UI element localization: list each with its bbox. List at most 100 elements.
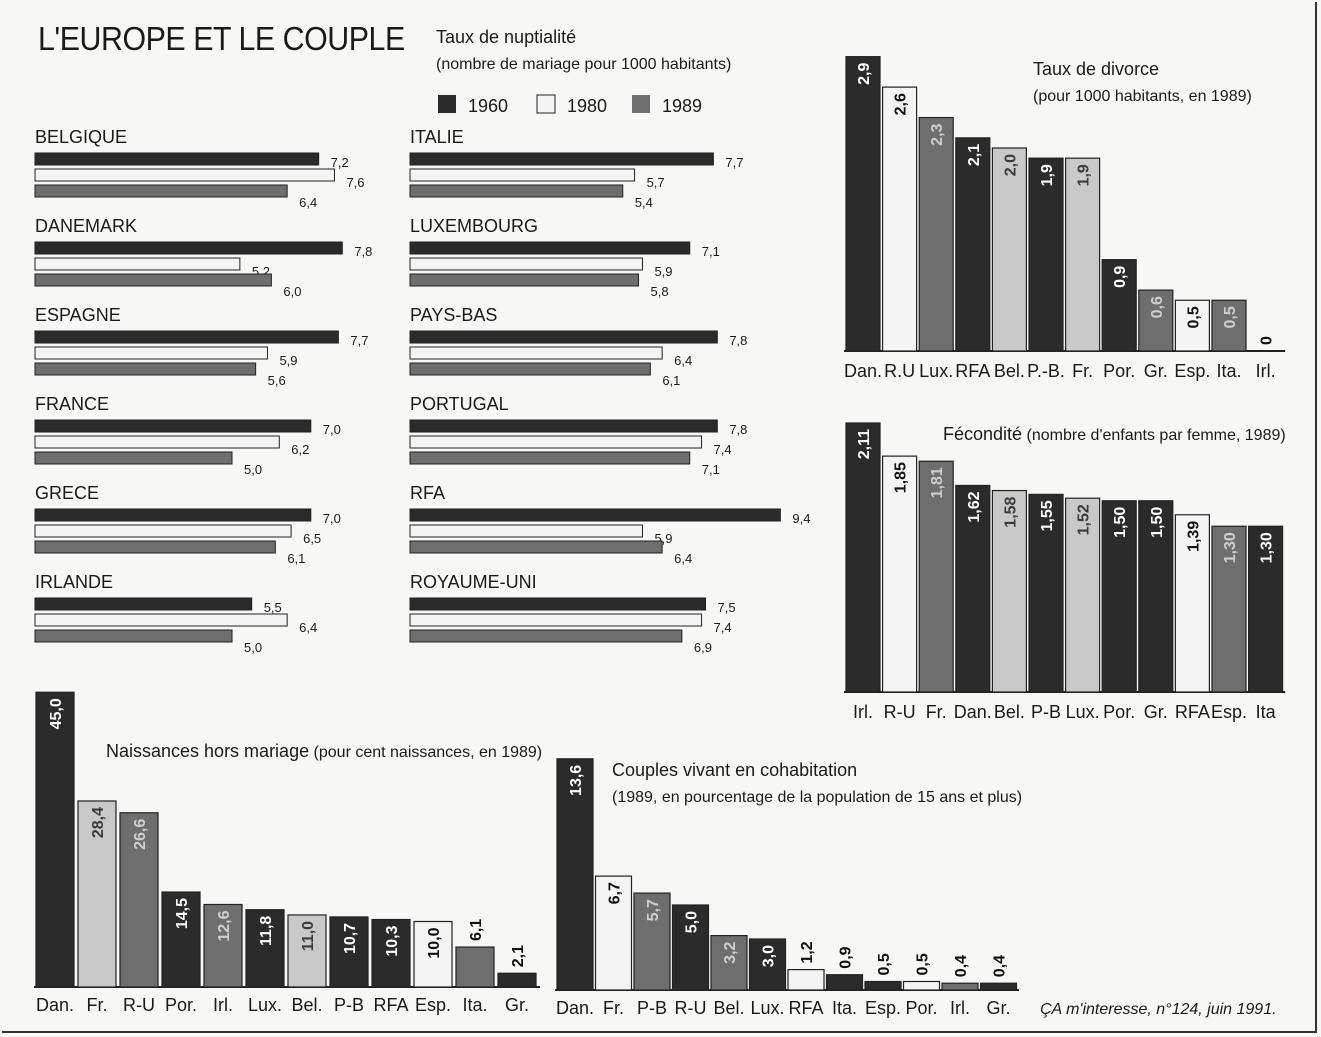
divorce-category-label-5: P.-B.: [1027, 361, 1065, 381]
divorce-value-label-7: 0,9: [1112, 266, 1129, 288]
hors-mariage-category-label-1: Fr.: [87, 995, 108, 1015]
bar-rfa-1989: [409, 540, 663, 554]
divorce-value-label-10: 0,5: [1222, 306, 1239, 328]
cohabitation-bar-4: [710, 934, 748, 991]
divorce-value-label-4: 2,0: [1002, 154, 1019, 176]
legend-label-1989: 1989: [662, 96, 702, 116]
value-label-espagne-1989: 5,6: [268, 373, 286, 388]
fecondite-bar-11: [1247, 525, 1284, 693]
hors-mariage-bar-5: [245, 909, 285, 988]
divorce-value-label-2: 2,3: [929, 123, 946, 145]
fecondite-bar-8: [1138, 500, 1174, 693]
value-label-pays-bas-1980: 6,4: [674, 353, 692, 368]
fecondite-bar-6: [1064, 497, 1101, 693]
divorce-category-label-11: Irl.: [1256, 361, 1276, 381]
value-label-grece-1989: 6,1: [287, 551, 305, 566]
fecondite-category-label-3: Dan.: [954, 702, 992, 722]
cohabitation-value-label-3: 5,0: [684, 911, 701, 933]
hors-mariage-value-label-1: 28,4: [90, 807, 107, 838]
fecondite-value-label-9: 1,39: [1185, 521, 1202, 552]
fecondite-value-label-8: 1,50: [1149, 507, 1166, 538]
hors-mariage-category-label-4: Irl.: [213, 995, 233, 1015]
bar-pays-bas-1980: [409, 346, 663, 360]
legend-label-1980: 1980: [567, 96, 607, 116]
divorce-bar-0: [845, 56, 881, 352]
country-label-belgique: BELGIQUE: [35, 127, 127, 147]
country-label-rfa: RFA: [410, 483, 445, 503]
cohabitation-category-label-1: Fr.: [603, 998, 624, 1018]
cohabitation-value-label-4: 3,2: [722, 942, 739, 964]
value-label-pays-bas-1960: 7,8: [729, 333, 747, 348]
fecondite-category-label-1: R-U: [884, 702, 916, 722]
divorce-value-label-9: 0,5: [1185, 306, 1202, 328]
fecondite-value-label-1: 1,85: [893, 462, 910, 493]
value-label-irlande-1960: 5,5: [264, 600, 282, 615]
cohabitation-category-label-7: Ita.: [832, 998, 857, 1018]
divorce-bar-8: [1138, 289, 1174, 352]
cohabitation-title: Couples vivant en cohabitation: [612, 760, 857, 780]
bar-danemark-1960: [34, 241, 343, 255]
country-label-france: FRANCE: [35, 394, 109, 414]
bar-royaume-uni-1960: [409, 597, 706, 611]
nuptialite-chart: Taux de nuptialité (nombre de mariage po…: [34, 27, 810, 655]
cohabitation-bar-1: [594, 875, 633, 991]
bar-irlande-1960: [34, 597, 253, 611]
cohabitation-value-label-5: 3,0: [761, 945, 778, 967]
fecondite-category-label-8: Gr.: [1144, 702, 1168, 722]
legend-swatch-1989: [632, 95, 650, 113]
cohabitation-category-label-2: P-B: [637, 998, 667, 1018]
value-label-france-1960: 7,0: [323, 422, 341, 437]
fecondite-category-label-7: Por.: [1103, 702, 1135, 722]
bar-danemark-1989: [34, 273, 272, 287]
fecondite-category-label-11: Ita: [1256, 702, 1277, 722]
cohabitation-bar-10: [941, 982, 979, 991]
divorce-bar-2: [918, 116, 954, 352]
fecondite-bar-0: [845, 422, 881, 693]
divorce-category-label-1: R.U: [884, 361, 915, 381]
hors-mariage-category-label-8: RFA: [373, 995, 408, 1015]
cohabitation-category-label-0: Dan.: [556, 998, 594, 1018]
fecondite-category-label-2: Fr.: [926, 702, 947, 722]
value-label-italie-1980: 5,7: [647, 175, 665, 190]
hors-mariage-category-label-3: Por.: [165, 995, 197, 1015]
country-label-espagne: ESPAGNE: [35, 305, 121, 325]
cohabitation-value-label-8: 0,5: [876, 953, 893, 975]
country-label-luxembourg: LUXEMBOURG: [410, 216, 538, 236]
cohabitation-value-label-2: 5,7: [645, 899, 662, 921]
legend-label-1960: 1960: [468, 96, 508, 116]
bar-italie-1989: [409, 184, 624, 198]
value-label-portugal-1989: 7,1: [702, 462, 720, 477]
cohabitation-category-label-9: Por.: [905, 998, 937, 1018]
fecondite-bar-10: [1211, 525, 1247, 693]
hors-mariage-value-label-11: 2,1: [510, 945, 527, 967]
cohabitation-bar-2: [633, 892, 671, 991]
hors-mariage-bar-2: [119, 812, 159, 988]
cohabitation-category-label-6: RFA: [788, 998, 823, 1018]
hors-mariage-category-label-2: R-U: [123, 995, 155, 1015]
hors-mariage-category-label-7: P-B: [334, 995, 364, 1015]
bar-royaume-uni-1989: [409, 629, 683, 643]
hors-mariage-category-label-10: Ita.: [462, 995, 487, 1015]
value-label-espagne-1960: 7,7: [350, 333, 368, 348]
page-title: L'EUROPE ET LE COUPLE: [38, 20, 405, 57]
bar-luxembourg-1980: [409, 257, 643, 271]
hors-mariage-chart: Naissances hors mariage (pour cent naiss…: [34, 691, 543, 1015]
hors-mariage-subtitle: (pour cent naissances, en 1989): [314, 744, 543, 761]
legend-swatch-1960: [438, 95, 456, 113]
hors-mariage-bar-3: [161, 891, 201, 988]
fecondite-value-label-4: 1,58: [1002, 496, 1019, 527]
value-label-luxembourg-1980: 5,9: [654, 264, 672, 279]
divorce-bar-9: [1174, 299, 1211, 352]
hors-mariage-category-label-11: Gr.: [505, 995, 529, 1015]
divorce-bar-10: [1211, 299, 1247, 352]
cohabitation-bar-8: [864, 980, 902, 991]
hors-mariage-bar-9: [413, 920, 453, 988]
fecondite-category-label-0: Irl.: [853, 702, 873, 722]
divorce-value-label-6: 1,9: [1076, 164, 1093, 186]
value-label-royaume-uni-1960: 7,5: [718, 600, 736, 615]
bar-belgique-1980: [34, 168, 335, 182]
bar-pays-bas-1960: [409, 330, 718, 344]
bar-portugal-1980: [409, 435, 703, 449]
